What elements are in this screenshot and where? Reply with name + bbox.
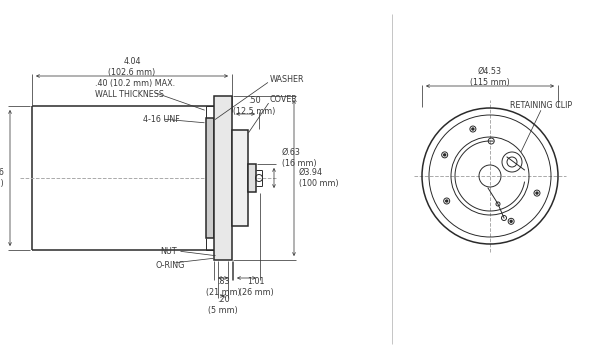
Text: 4-16 UNF: 4-16 UNF <box>143 115 180 123</box>
Text: WASHER: WASHER <box>270 75 304 84</box>
Text: COVER: COVER <box>270 94 298 103</box>
Circle shape <box>510 220 512 222</box>
Text: RETAINING CLIP: RETAINING CLIP <box>510 102 572 111</box>
Text: .50
(12.5 mm): .50 (12.5 mm) <box>233 96 275 116</box>
Text: Ø3.86
(98 mm): Ø3.86 (98 mm) <box>0 168 4 188</box>
Bar <box>248 164 256 192</box>
Bar <box>232 130 248 226</box>
Circle shape <box>472 128 474 130</box>
Text: Ø4.53
(115 mm): Ø4.53 (115 mm) <box>470 67 510 87</box>
Circle shape <box>536 192 538 194</box>
Circle shape <box>446 200 447 202</box>
Text: Ø3.94
(100 mm): Ø3.94 (100 mm) <box>299 168 338 188</box>
Text: 4.04
(102.6 mm): 4.04 (102.6 mm) <box>108 57 156 77</box>
Text: Ø.63
(16 mm): Ø.63 (16 mm) <box>282 148 317 168</box>
Circle shape <box>444 154 446 156</box>
Text: .20
(5 mm): .20 (5 mm) <box>208 295 238 315</box>
Bar <box>214 96 232 260</box>
Text: O-RING: O-RING <box>155 261 184 270</box>
Text: .40 (10.2 mm) MAX.
WALL THICKNESS: .40 (10.2 mm) MAX. WALL THICKNESS <box>95 79 175 99</box>
Text: .83
(21 mm): .83 (21 mm) <box>205 277 240 297</box>
Bar <box>206 118 214 238</box>
Text: 1.01
(26 mm): 1.01 (26 mm) <box>238 277 273 297</box>
Text: NUT: NUT <box>160 247 177 256</box>
